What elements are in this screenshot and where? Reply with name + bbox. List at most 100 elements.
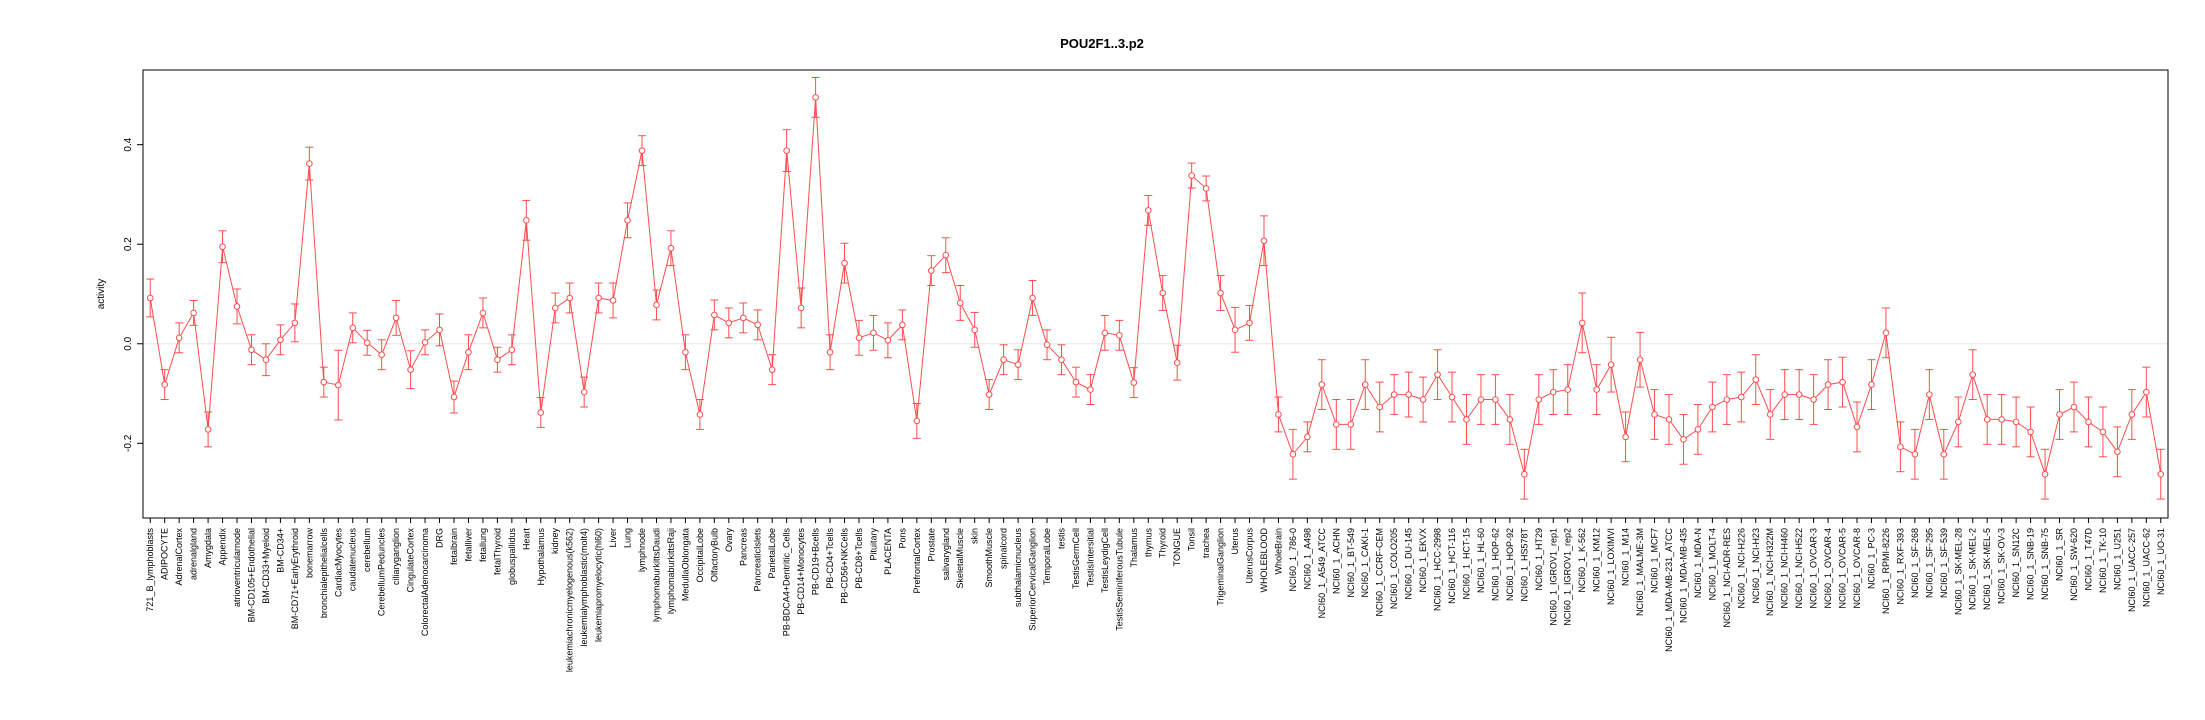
x-tick-label: NCI60_1_A498 [1302, 528, 1312, 590]
data-point [320, 378, 328, 386]
x-tick-label: BM-CD71+EarlyErythroid [290, 528, 300, 629]
data-point [1521, 470, 1528, 478]
x-tick-label: TemporalLobe [1042, 528, 1052, 585]
x-tick-label: NCI60_1_SNB-75 [2040, 528, 2050, 600]
x-tick-label: WholeBrain [1273, 528, 1283, 575]
data-point [1868, 381, 1875, 388]
x-tick-label: skin [970, 528, 980, 544]
x-tick-label: Pancreas [738, 528, 748, 567]
data-point [1723, 396, 1731, 403]
data-point [1304, 433, 1311, 441]
data-point [421, 338, 429, 346]
data-point [841, 259, 848, 267]
data-point [1549, 388, 1557, 396]
data-point [233, 303, 241, 310]
data-point [971, 326, 978, 334]
data-point [2114, 448, 2121, 456]
x-tick-label: lymphomaburkittsRaji [666, 528, 676, 614]
data-point [1116, 332, 1123, 339]
x-tick-label: leukemiapromyelocytic(hl60) [594, 528, 604, 642]
x-tick-label: NCI60_1_T47D [2083, 528, 2093, 591]
data-point [855, 334, 863, 342]
x-tick-label: NCI60_1_HOP-92 [1505, 528, 1515, 601]
x-tick-label: PB-CD56+NKCells [840, 528, 850, 604]
data-point [1578, 319, 1586, 327]
data-point [928, 267, 935, 274]
data-point [1058, 356, 1065, 364]
data-point [1998, 416, 2005, 423]
x-tick-label: adrenalgland [189, 528, 199, 580]
data-point [2085, 418, 2092, 426]
x-tick-label: TestisLeydigCell [1100, 528, 1110, 593]
x-tick-label: NCI60_1_SNB-19 [2026, 528, 2036, 600]
x-tick-label: Pons [897, 528, 907, 549]
x-tick-label: TestisIntersitial [1085, 528, 1095, 587]
x-tick-label: Thalamus [1129, 528, 1139, 568]
x-tick-label: NCI60_1_UACC-257 [2127, 528, 2137, 612]
x-tick-label: ADIPOCYTE [160, 528, 170, 580]
x-tick-label: leukemialymphoblastic(molt4) [579, 528, 589, 647]
data-point [1217, 289, 1224, 297]
data-point [1173, 359, 1181, 366]
data-point [1651, 411, 1658, 418]
x-tick-label: bronchialepithelialcells [319, 528, 329, 619]
data-point [1738, 393, 1745, 401]
x-tick-label: PancreaticIslets [753, 528, 763, 592]
data-point [508, 346, 516, 354]
data-point [696, 411, 704, 418]
data-point [436, 326, 443, 334]
x-tick-label: NCI60_1_K-562 [1577, 528, 1587, 593]
x-tick-label: BM-CD34+ [275, 528, 285, 573]
data-point [1405, 391, 1412, 398]
x-tick-label: lymphomaburkittsDaudi [651, 528, 661, 622]
data-point [494, 356, 501, 364]
x-tick-label: TONGUE [1172, 528, 1182, 566]
x-tick-label: NCI60_1_A549_ATCC [1317, 528, 1327, 619]
x-tick-label: Uterus [1230, 528, 1240, 555]
data-point [1130, 379, 1138, 386]
x-tick-label: kidney [550, 528, 560, 555]
data-point [899, 321, 906, 329]
x-tick-label: TrigeminalGanglion [1216, 528, 1226, 606]
x-tick-label: CerebellumPeduncles [377, 528, 387, 617]
data-point [1607, 361, 1615, 368]
plot-area: -0.2 0.0 0.2 0.4 activity 721_B_lymphoblasts A… [96, 69, 2169, 672]
data-point [2041, 470, 2049, 478]
x-tick-label: lymphnode [637, 528, 647, 572]
data-point [1390, 391, 1398, 398]
data-point [884, 336, 892, 344]
x-tick-label: caudatenucleus [348, 528, 358, 592]
x-tick-label: NCI60_1_NCI-H226 [1736, 528, 1746, 609]
y-tick-label: 0.2 [123, 237, 134, 251]
x-tick-label: SkeletalMuscle [955, 528, 965, 589]
x-tick-label: NCI60_1_NCI-H460 [1780, 528, 1790, 609]
data-point [1318, 381, 1326, 388]
data-point [566, 294, 573, 302]
x-tick-label: fetalbrain [449, 528, 459, 565]
x-tick-label: AdrenalCortex [174, 528, 184, 586]
x-tick-label: PB-CD19+Bcells [811, 528, 821, 596]
x-tick-label: NCI60_1_786-0 [1288, 528, 1298, 592]
y-axis-label: activity [96, 279, 107, 310]
data-point [248, 346, 255, 354]
data-point [653, 301, 660, 309]
x-tick-label: NCI60_1_TK-10 [2098, 528, 2108, 593]
data-point [1419, 396, 1427, 403]
x-tick-label: NCI60_1_HCT-15 [1461, 528, 1471, 600]
x-tick-label: WHOLEBLOOD [1259, 528, 1269, 593]
x-tick-label: NCI60_1_IGROV1_rep1 [1548, 528, 1558, 626]
data-point [146, 294, 154, 302]
data-point [407, 366, 414, 373]
data-point [1709, 403, 1716, 411]
data-point [1477, 396, 1485, 403]
data-point [1260, 237, 1268, 245]
data-point [870, 329, 877, 337]
plot-frame [142, 69, 2169, 519]
data-point [1636, 356, 1644, 364]
x-tick-label: NCI60_1_UACC-62 [2141, 528, 2151, 607]
data-point [2099, 428, 2107, 436]
data-point [1506, 416, 1514, 423]
x-tick-label: NCI60_1_LOXIMVI [1606, 528, 1616, 605]
x-tick-label: NCI60_1_SN12C [2011, 528, 2021, 598]
x-tick-label: atrioventricularnode [232, 528, 242, 607]
